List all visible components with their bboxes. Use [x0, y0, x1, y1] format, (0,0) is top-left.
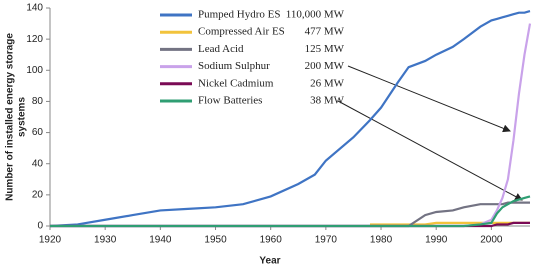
series-line: [49, 10, 531, 228]
y-axis-label: Number of installed energy storage: [5, 33, 16, 201]
legend-label: Compressed Air ES: [198, 26, 285, 38]
legend-capacity: 38 MW: [310, 95, 345, 107]
y-tick-label: 100: [26, 65, 43, 76]
y-tick-label: 20: [32, 189, 44, 200]
y-tick-label: 120: [26, 34, 43, 45]
series-line: [50, 195, 531, 228]
legend-capacity: 477 MW: [305, 26, 345, 38]
x-tick-label: 1920: [39, 235, 62, 246]
legend-capacity: 200 MW: [305, 60, 345, 72]
legend-label: Flow Batteries: [198, 95, 262, 107]
legend-capacity: 110,000 MW: [286, 9, 345, 21]
x-tick-label: 1990: [425, 235, 448, 246]
legend-label: Lead Acid: [198, 43, 244, 55]
x-tick-label: 1930: [94, 235, 117, 246]
x-tick-label: 1970: [315, 235, 338, 246]
y-tick-label: 40: [32, 158, 44, 169]
legend-capacity: 125 MW: [305, 43, 345, 55]
y-tick-label: 80: [32, 96, 44, 107]
y-axis-label: systems: [17, 97, 28, 137]
x-axis-label: Year: [259, 256, 280, 267]
legend-label: Pumped Hydro ES: [198, 9, 281, 21]
arrow: [347, 65, 511, 133]
x-tick-label: 2000: [480, 235, 503, 246]
y-tick-label: 0: [37, 221, 43, 232]
x-tick-label: 1960: [260, 235, 283, 246]
arrow: [337, 100, 523, 201]
x-tick-label: 1980: [370, 235, 393, 246]
legend-capacity: 26 MW: [310, 77, 345, 89]
x-tick-label: 1950: [204, 235, 227, 246]
legend-label: Sodium Sulphur: [198, 60, 270, 72]
series-line: [50, 23, 532, 228]
y-tick-label: 60: [32, 127, 44, 138]
y-tick-label: 140: [26, 3, 43, 14]
legend-label: Nickel Cadmium: [198, 77, 274, 89]
x-tick-label: 1940: [149, 235, 172, 246]
